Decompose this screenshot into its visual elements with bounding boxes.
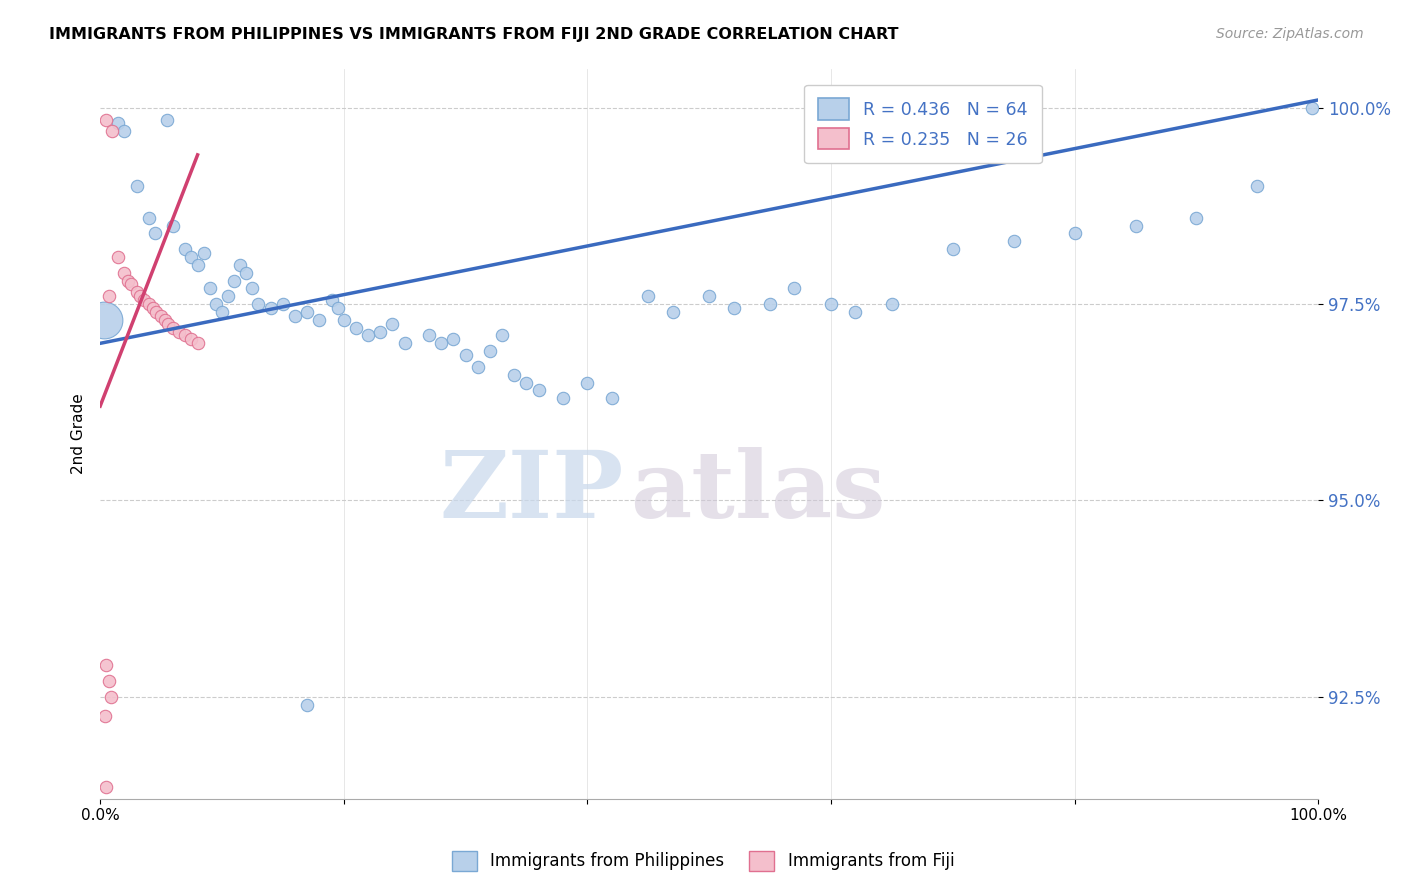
Point bbox=[467, 359, 489, 374]
Point bbox=[96, 780, 118, 794]
Point bbox=[637, 289, 659, 303]
Point bbox=[174, 328, 197, 343]
Point bbox=[107, 250, 129, 264]
Point bbox=[125, 179, 148, 194]
Point bbox=[441, 333, 464, 347]
Point bbox=[1002, 234, 1025, 248]
Point bbox=[114, 124, 136, 138]
Point bbox=[723, 301, 745, 315]
Point bbox=[107, 116, 129, 130]
Point bbox=[96, 112, 118, 127]
Point bbox=[162, 219, 184, 233]
Point bbox=[224, 273, 246, 287]
Point bbox=[260, 301, 283, 315]
Point bbox=[100, 690, 122, 704]
Point bbox=[759, 297, 782, 311]
Point bbox=[120, 277, 142, 292]
Point bbox=[297, 305, 319, 319]
Point bbox=[229, 258, 252, 272]
Point bbox=[162, 320, 184, 334]
Point bbox=[235, 266, 257, 280]
Point bbox=[491, 328, 513, 343]
Point bbox=[1301, 101, 1323, 115]
Point bbox=[169, 325, 191, 339]
Point bbox=[478, 344, 501, 359]
Point bbox=[94, 709, 117, 723]
Point bbox=[357, 328, 380, 343]
Point bbox=[576, 376, 599, 390]
Point bbox=[880, 297, 903, 311]
Point bbox=[198, 281, 221, 295]
Point bbox=[321, 293, 343, 307]
Point bbox=[1246, 179, 1268, 194]
Point bbox=[1125, 219, 1147, 233]
Point bbox=[844, 305, 866, 319]
Point bbox=[211, 305, 233, 319]
Point bbox=[326, 301, 349, 315]
Point bbox=[527, 384, 550, 398]
Point bbox=[143, 227, 166, 241]
Point bbox=[308, 313, 330, 327]
Point bbox=[117, 273, 139, 287]
Point bbox=[97, 673, 120, 688]
Point bbox=[661, 305, 683, 319]
Point bbox=[138, 211, 160, 225]
Point bbox=[551, 392, 574, 406]
Point bbox=[156, 112, 179, 127]
Point bbox=[129, 289, 152, 303]
Point bbox=[157, 317, 180, 331]
Point bbox=[368, 325, 391, 339]
Point bbox=[153, 313, 176, 327]
Text: ZIP: ZIP bbox=[440, 447, 624, 537]
Y-axis label: 2nd Grade: 2nd Grade bbox=[72, 393, 86, 474]
Point bbox=[515, 376, 537, 390]
Text: atlas: atlas bbox=[630, 447, 886, 537]
Point bbox=[284, 309, 307, 323]
Point bbox=[783, 281, 806, 295]
Point bbox=[96, 658, 118, 673]
Point bbox=[820, 297, 842, 311]
Point bbox=[942, 242, 965, 256]
Legend: R = 0.436   N = 64, R = 0.235   N = 26: R = 0.436 N = 64, R = 0.235 N = 26 bbox=[804, 85, 1042, 163]
Point bbox=[332, 313, 354, 327]
Point bbox=[132, 293, 155, 307]
Text: Source: ZipAtlas.com: Source: ZipAtlas.com bbox=[1216, 27, 1364, 41]
Point bbox=[150, 309, 173, 323]
Point bbox=[394, 336, 416, 351]
Point bbox=[193, 246, 215, 260]
Point bbox=[247, 297, 270, 311]
Point bbox=[187, 258, 209, 272]
Point bbox=[503, 368, 526, 382]
Text: IMMIGRANTS FROM PHILIPPINES VS IMMIGRANTS FROM FIJI 2ND GRADE CORRELATION CHART: IMMIGRANTS FROM PHILIPPINES VS IMMIGRANT… bbox=[49, 27, 898, 42]
Point bbox=[114, 266, 136, 280]
Point bbox=[101, 124, 124, 138]
Point bbox=[381, 317, 404, 331]
Point bbox=[141, 301, 163, 315]
Point bbox=[180, 333, 202, 347]
Point bbox=[297, 698, 319, 712]
Point bbox=[600, 392, 623, 406]
Point bbox=[97, 289, 120, 303]
Point bbox=[125, 285, 148, 300]
Point bbox=[174, 242, 197, 256]
Point bbox=[93, 313, 115, 327]
Point bbox=[205, 297, 228, 311]
Point bbox=[145, 305, 167, 319]
Point bbox=[344, 320, 367, 334]
Point bbox=[454, 348, 477, 362]
Point bbox=[217, 289, 239, 303]
Point bbox=[180, 250, 202, 264]
Point bbox=[418, 328, 440, 343]
Point bbox=[271, 297, 294, 311]
Point bbox=[1185, 211, 1208, 225]
Point bbox=[187, 336, 209, 351]
Legend: Immigrants from Philippines, Immigrants from Fiji: Immigrants from Philippines, Immigrants … bbox=[443, 842, 963, 880]
Point bbox=[242, 281, 264, 295]
Point bbox=[1063, 227, 1085, 241]
Point bbox=[697, 289, 720, 303]
Point bbox=[138, 297, 160, 311]
Point bbox=[430, 336, 453, 351]
